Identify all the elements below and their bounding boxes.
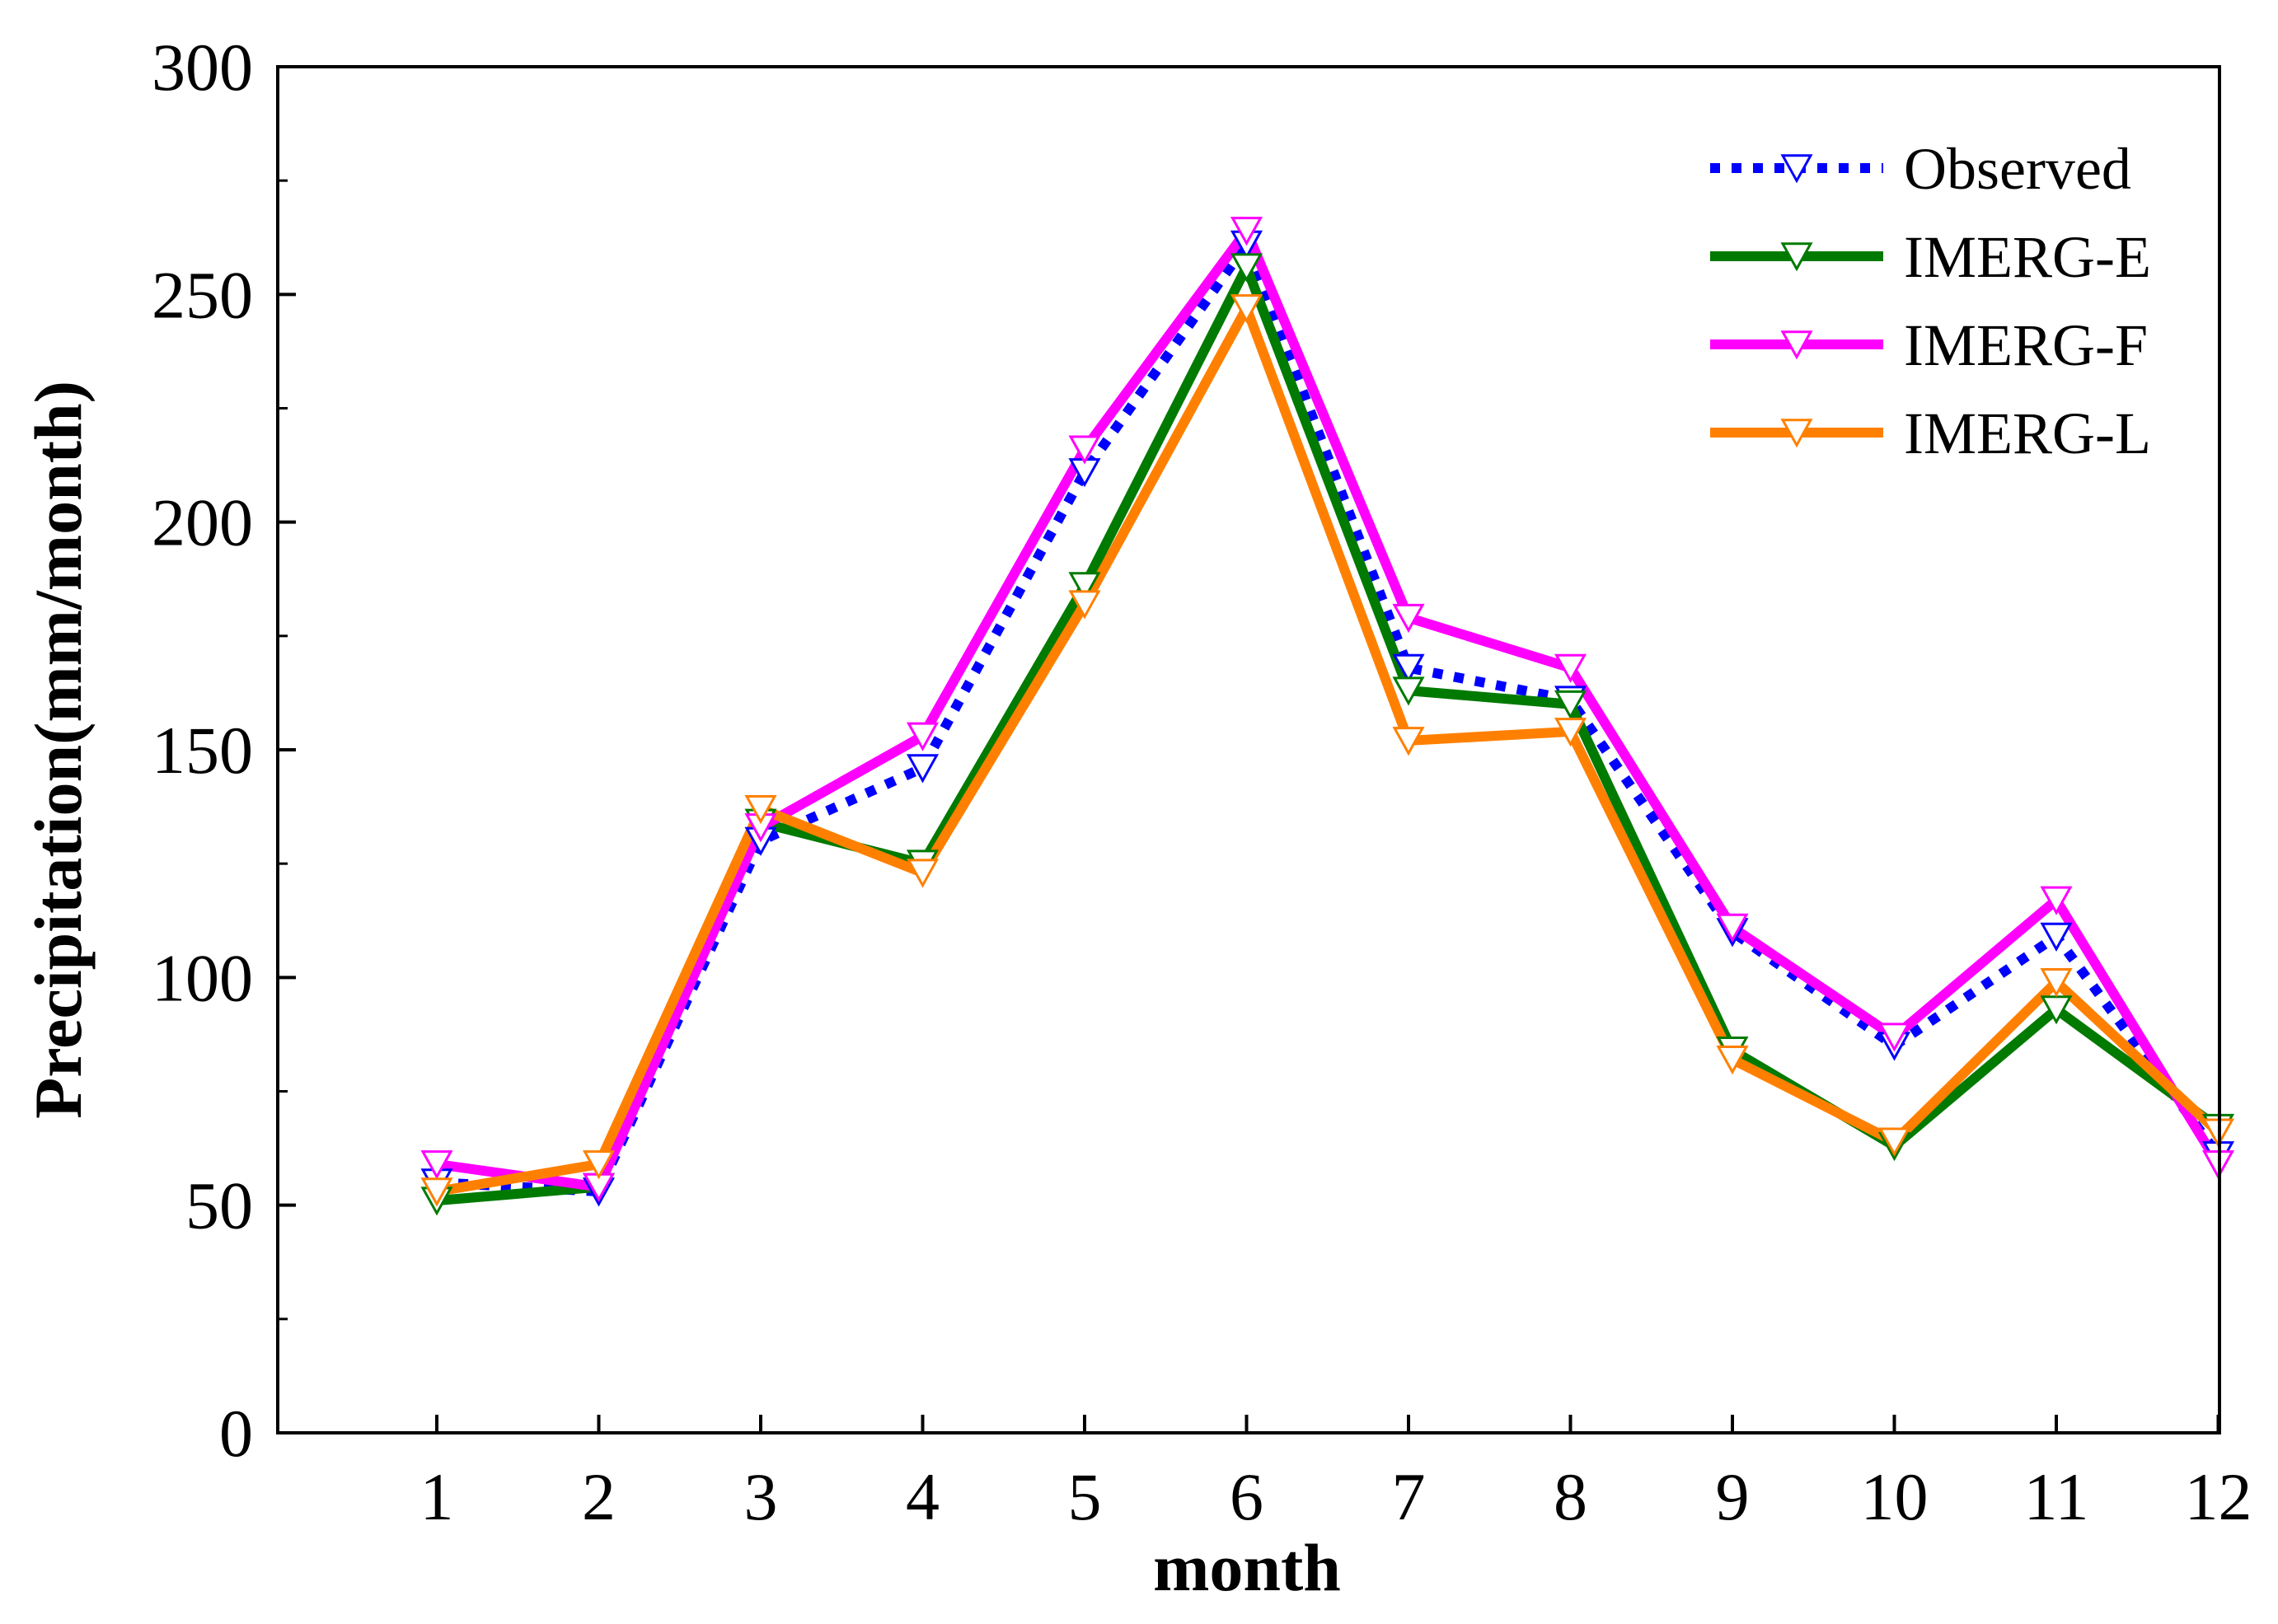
data-point-imerg-l [1716, 1046, 1749, 1075]
y-tick-label: 100 [152, 940, 253, 1015]
data-point-imerg-l [1068, 590, 1101, 620]
y-tick-label: 150 [152, 713, 253, 788]
data-point-imerg-f [906, 722, 940, 751]
data-point-imerg-e [1068, 572, 1101, 601]
x-tick-label: 5 [1068, 1459, 1102, 1534]
data-point-imerg-f [1877, 1023, 1911, 1052]
legend-marker [1780, 419, 1813, 448]
legend: Observed IMERG-E IMERG-F IMERG-L [1710, 136, 2151, 466]
data-point-imerg-f [1554, 653, 1587, 683]
data-point-imerg-f [420, 1150, 453, 1180]
x-tick-label: 8 [1554, 1459, 1587, 1534]
x-tick-label: 7 [1392, 1459, 1426, 1534]
data-point-imerg-e [1392, 676, 1425, 706]
x-tick-label: 11 [2024, 1459, 2089, 1534]
data-point-imerg-l [2040, 968, 2073, 998]
y-axis-title: Precipitation(mm/month) [21, 381, 96, 1119]
data-point-imerg-l [1230, 294, 1263, 324]
x-tick-label: 10 [1861, 1459, 1929, 1534]
legend-label: IMERG-E [1904, 224, 2151, 290]
y-tick-label: 250 [152, 257, 253, 332]
y-tick-label: 50 [185, 1168, 253, 1243]
series-line-observed [436, 233, 2223, 1197]
data-point-imerg-f [1230, 217, 1263, 246]
data-point-imerg-f [1068, 435, 1101, 465]
series-line-imerg-l [436, 296, 2222, 1197]
x-tick-label: 2 [582, 1459, 616, 1534]
data-point-imerg-l [1392, 727, 1425, 756]
legend-marker [1780, 154, 1813, 184]
data-point-imerg-e [1230, 253, 1263, 283]
legend-marker [1780, 242, 1813, 272]
legend-label: Observed [1904, 136, 2131, 202]
x-axis-title: month [1153, 1530, 1341, 1605]
legend-label: IMERG-L [1904, 400, 2151, 466]
data-point-observed [906, 754, 940, 784]
legend-label: IMERG-F [1904, 312, 2148, 378]
x-tick-label: 9 [1716, 1459, 1750, 1534]
data-point-imerg-f [1392, 603, 1425, 634]
data-point-imerg-l [906, 859, 940, 888]
legend-marker [1780, 330, 1813, 360]
data-point-imerg-f [2040, 886, 2073, 915]
y-tick-label: 200 [152, 485, 253, 560]
data-point-imerg-l [420, 1177, 453, 1207]
x-tick-label: 12 [2185, 1459, 2252, 1534]
data-point-imerg-l [582, 1150, 616, 1180]
x-tick-label: 4 [906, 1459, 940, 1534]
data-point-observed [2040, 922, 2073, 952]
data-point-observed [1392, 653, 1425, 683]
series-line-imerg-f [436, 220, 2223, 1193]
x-tick-label: 1 [420, 1459, 454, 1534]
y-tick-label: 0 [219, 1396, 253, 1471]
data-point-imerg-l [744, 795, 777, 825]
x-tick-label: 6 [1230, 1459, 1263, 1534]
data-point-imerg-l [1554, 718, 1587, 747]
data-point-imerg-f [1716, 913, 1749, 943]
data-point-imerg-l [1877, 1127, 1911, 1157]
data-point-imerg-e [1554, 690, 1587, 720]
x-tick-label: 3 [744, 1459, 778, 1534]
y-tick-label: 300 [152, 30, 253, 105]
